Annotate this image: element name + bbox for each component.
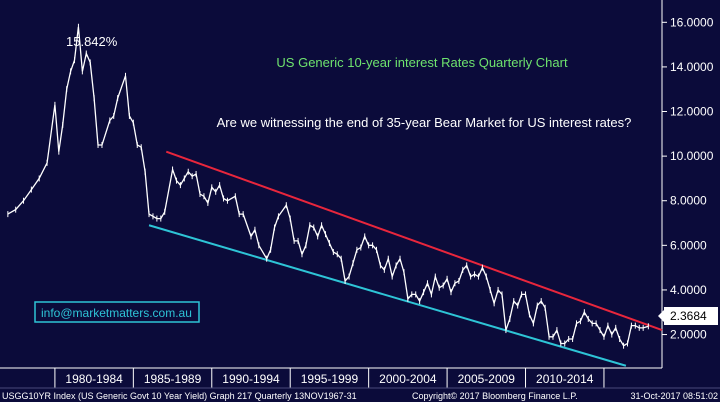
x-tick-label: 1980-1984 [65, 372, 123, 386]
x-tick-label: 1995-1999 [301, 372, 359, 386]
chart-subtitle: Are we witnessing the end of 35-year Bea… [217, 115, 632, 130]
lower-trendline [148, 224, 627, 367]
upper-trendline [165, 150, 663, 332]
last-value-label: 2.3684 [670, 309, 707, 323]
last-value-pointer [658, 310, 664, 322]
y-tick-label: 16.0000 [670, 15, 714, 29]
y-tick-label: 10.0000 [670, 149, 714, 163]
footer-band [0, 388, 720, 402]
chart-title: US Generic 10-year interest Rates Quarte… [276, 55, 568, 70]
x-axis-ticks: 1980-1984 1985-1989 1990-1994 1995-1999 2000… [54, 368, 605, 388]
y-tick-label: 6.0000 [670, 238, 707, 252]
x-tick-label: 2000-2004 [379, 372, 437, 386]
peak-label: 15.842% [66, 34, 118, 49]
x-tick-label: 1990-1994 [222, 372, 280, 386]
y-axis-ticks: 16.0000 14.0000 12.0000 10.0000 8.0000 6.0000… [662, 15, 714, 342]
y-tick-label: 12.0000 [670, 105, 714, 119]
x-tick-label: 2005-2009 [458, 372, 516, 386]
y-tick-label: 14.0000 [670, 60, 714, 74]
x-tick-label: 1985-1989 [144, 372, 202, 386]
series-points [7, 23, 649, 349]
footer-copyright: Copyright© 2017 Bloomberg Finance L.P. [412, 391, 578, 401]
last-value-box [664, 307, 718, 325]
footer-timestamp: 31-Oct-2017 08:51:02 [630, 391, 718, 401]
y-tick-label: 2.0000 [670, 328, 707, 342]
last-value-marker: 2.3684 [658, 307, 718, 325]
email-box[interactable]: info@marketmatters.com.au [34, 301, 200, 323]
y-tick-label: 8.0000 [670, 194, 707, 208]
y-tick-label: 4.0000 [670, 283, 707, 297]
footer-source: USGG10YR Index (US Generic Govt 10 Year … [2, 391, 357, 401]
email-box-border [34, 301, 200, 323]
email-label[interactable]: info@marketmatters.com.au [41, 306, 192, 320]
x-tick-label: 2010-2014 [536, 372, 594, 386]
